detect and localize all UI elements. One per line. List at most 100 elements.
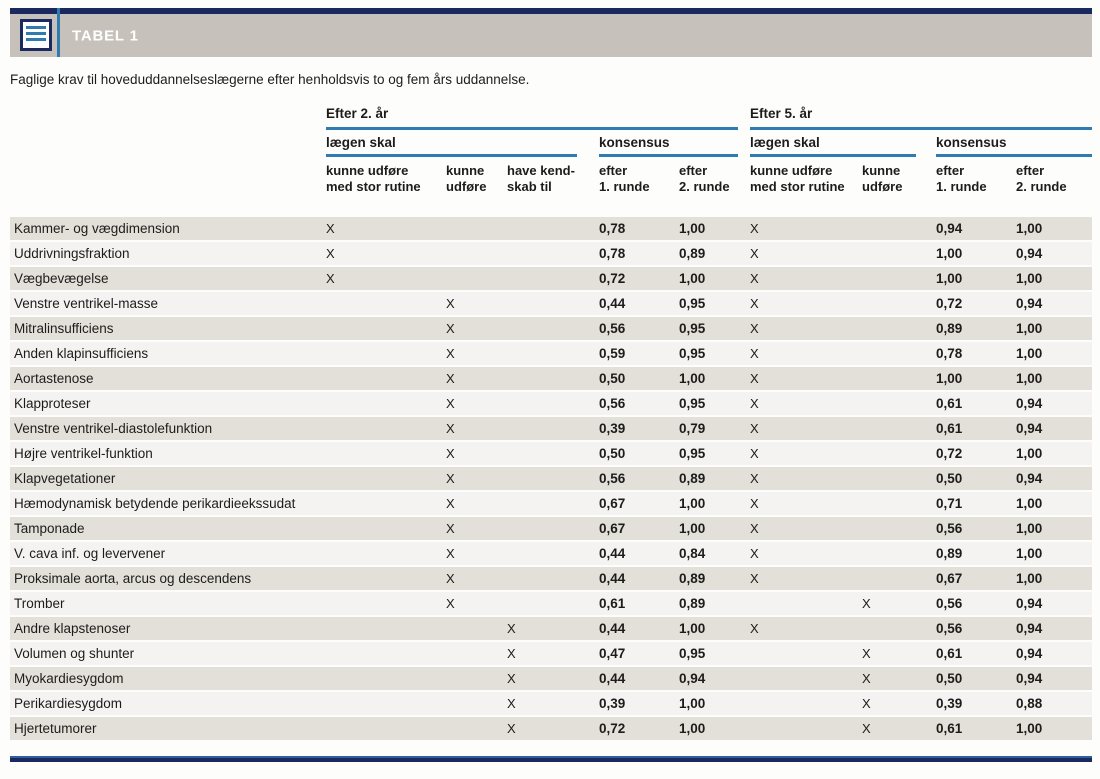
consensus-y2-runde2: 1,00 [679, 696, 706, 711]
table-row: Højre ventrikel-funktion X 0,50 0,95 X 0… [10, 442, 1092, 465]
consensus-y2-runde2: 0,89 [679, 246, 706, 261]
x-mark-y2-kendskab: X [507, 621, 516, 636]
x-mark-y5-kunne-udfore: X [862, 671, 871, 686]
consensus-y5-runde1: 0,67 [936, 571, 963, 586]
table-row: Uddrivningsfraktion X 0,78 0,89 X 1,00 0… [10, 242, 1092, 265]
x-mark-y2-kunne-udfore: X [446, 371, 455, 386]
consensus-y2-runde1: 0,44 [599, 671, 626, 686]
x-mark-y5-stor-rutine: X [750, 371, 759, 386]
x-mark-y5-kunne-udfore: X [862, 721, 871, 736]
x-mark-y2-kendskab: X [507, 696, 516, 711]
consensus-y5-runde2: 1,00 [1016, 446, 1043, 461]
consensus-y5-runde1: 0,89 [936, 546, 963, 561]
row-topic-label: Volumen og shunter [14, 646, 135, 661]
table-row: Volumen og shunter X 0,47 0,95 X 0,61 0,… [10, 642, 1092, 665]
x-mark-y5-stor-rutine: X [750, 296, 759, 311]
consensus-y5-runde1: 0,56 [936, 596, 963, 611]
x-mark-y2-kunne-udfore: X [446, 346, 455, 361]
row-topic-label: Vægbevægelse [14, 271, 109, 286]
x-mark-y5-stor-rutine: X [750, 496, 759, 511]
consensus-y2-runde1: 0,78 [599, 221, 626, 236]
group-header-y2-konsensus: konsensus [599, 135, 738, 157]
consensus-y5-runde1: 0,39 [936, 696, 963, 711]
col-header-y5-kunne-udfore: kunne udføre [862, 163, 903, 194]
row-topic-label: Tromber [14, 596, 65, 611]
col-header-y2-kunne-udfore: kunne udføre [446, 163, 487, 194]
consensus-y5-runde2: 1,00 [1016, 346, 1043, 361]
x-mark-y5-stor-rutine: X [750, 271, 759, 286]
consensus-y2-runde2: 0,95 [679, 296, 706, 311]
consensus-y2-runde2: 1,00 [679, 721, 706, 736]
x-mark-y5-stor-rutine: X [750, 346, 759, 361]
consensus-y2-runde2: 1,00 [679, 496, 706, 511]
table-row: Venstre ventrikel-masse X 0,44 0,95 X 0,… [10, 292, 1092, 315]
consensus-y5-runde2: 0,94 [1016, 246, 1043, 261]
consensus-y5-runde1: 0,50 [936, 471, 963, 486]
consensus-y5-runde1: 0,61 [936, 396, 963, 411]
consensus-y2-runde2: 0,95 [679, 446, 706, 461]
row-topic-label: Højre ventrikel-funktion [14, 446, 153, 461]
consensus-y5-runde1: 1,00 [936, 271, 963, 286]
consensus-y2-runde1: 0,72 [599, 721, 626, 736]
table-row: Aortastenose X 0,50 1,00 X 1,00 1,00 [10, 367, 1092, 390]
consensus-y5-runde1: 0,89 [936, 321, 963, 336]
table-row: Hæmodynamisk betydende perikardieekssuda… [10, 492, 1092, 515]
row-topic-label: Perikardiesygdom [14, 696, 123, 711]
consensus-y5-runde2: 0,94 [1016, 421, 1043, 436]
table-row: Perikardiesygdom X 0,39 1,00 X 0,39 0,88 [10, 692, 1092, 715]
bottom-navy-bar [10, 756, 1092, 762]
x-mark-y5-stor-rutine: X [750, 446, 759, 461]
consensus-y5-runde2: 1,00 [1016, 271, 1043, 286]
top-navy-bar [10, 8, 1092, 14]
table-row: Tromber X 0,61 0,89 X 0,56 0,94 [10, 592, 1092, 615]
table-row: Klapvegetationer X 0,56 0,89 X 0,50 0,94 [10, 467, 1092, 490]
x-mark-y2-kendskab: X [507, 671, 516, 686]
consensus-y2-runde1: 0,78 [599, 246, 626, 261]
consensus-y2-runde1: 0,39 [599, 696, 626, 711]
x-mark-y5-stor-rutine: X [750, 321, 759, 336]
table-row: Mitralinsufficiens X 0,56 0,95 X 0,89 1,… [10, 317, 1092, 340]
table-row: Anden klapinsufficiens X 0,59 0,95 X 0,7… [10, 342, 1092, 365]
consensus-y5-runde1: 0,61 [936, 421, 963, 436]
x-mark-y5-kunne-udfore: X [862, 646, 871, 661]
consensus-y5-runde1: 0,50 [936, 671, 963, 686]
col-header-y2-runde1: efter 1. runde [599, 163, 650, 194]
x-mark-y2-kunne-udfore: X [446, 521, 455, 536]
table-list-icon-stripes [26, 26, 46, 44]
consensus-y2-runde1: 0,56 [599, 321, 626, 336]
group-header-y5-konsensus: konsensus [936, 135, 1092, 157]
x-mark-y2-kunne-udfore: X [446, 446, 455, 461]
table-list-icon [20, 19, 52, 51]
x-mark-y5-stor-rutine: X [750, 421, 759, 436]
consensus-y2-runde2: 1,00 [679, 371, 706, 386]
consensus-y2-runde1: 0,72 [599, 271, 626, 286]
consensus-y2-runde2: 0,95 [679, 646, 706, 661]
x-mark-y2-kunne-udfore: X [446, 396, 455, 411]
consensus-y2-runde2: 1,00 [679, 521, 706, 536]
consensus-y2-runde1: 0,59 [599, 346, 626, 361]
consensus-y2-runde2: 0,89 [679, 596, 706, 611]
consensus-y5-runde1: 0,56 [936, 621, 963, 636]
consensus-y5-runde2: 1,00 [1016, 571, 1043, 586]
consensus-y5-runde2: 1,00 [1016, 721, 1043, 736]
row-topic-label: Venstre ventrikel-diastolefunktion [14, 421, 213, 436]
consensus-y2-runde1: 0,39 [599, 421, 626, 436]
consensus-y5-runde2: 0,94 [1016, 396, 1043, 411]
consensus-y2-runde1: 0,44 [599, 546, 626, 561]
consensus-y2-runde2: 1,00 [679, 621, 706, 636]
consensus-y5-runde1: 0,78 [936, 346, 963, 361]
consensus-y5-runde2: 0,88 [1016, 696, 1043, 711]
consensus-y2-runde1: 0,67 [599, 521, 626, 536]
x-mark-y5-stor-rutine: X [750, 396, 759, 411]
table-row: Andre klapstenoser X 0,44 1,00 X 0,56 0,… [10, 617, 1092, 640]
consensus-y2-runde2: 1,00 [679, 271, 706, 286]
consensus-y5-runde1: 0,94 [936, 221, 963, 236]
x-mark-y2-kunne-udfore: X [446, 321, 455, 336]
row-topic-label: V. cava inf. og levervener [14, 546, 166, 561]
consensus-y2-runde2: 0,89 [679, 571, 706, 586]
consensus-y2-runde1: 0,44 [599, 296, 626, 311]
group-header-y5-laegen-skal: lægen skal [750, 135, 916, 157]
consensus-y5-runde1: 0,56 [936, 521, 963, 536]
consensus-y5-runde2: 1,00 [1016, 496, 1043, 511]
